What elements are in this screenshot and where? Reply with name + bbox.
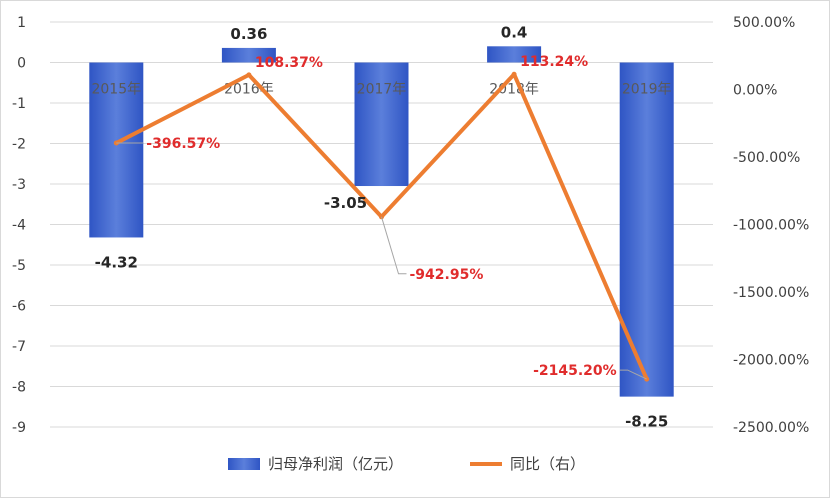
- leader-line: [381, 216, 407, 275]
- bar: [221, 47, 276, 63]
- bar-value-label: -8.25: [625, 413, 668, 431]
- right-tick-label: -1500.00%: [733, 285, 809, 301]
- left-tick-label: -9: [12, 420, 26, 436]
- category-label: 2015年: [91, 82, 141, 98]
- bar-value-label: -4.32: [95, 253, 138, 271]
- line-point: [511, 71, 517, 77]
- line-value-label: 113.24%: [520, 54, 588, 70]
- legend-swatch-bar: [228, 458, 260, 470]
- left-tick-label: -4: [12, 218, 26, 234]
- data-labels: -4.32 0.36 -3.05 0.4 -8.25 -396.57% 108.37% -94…: [95, 23, 669, 430]
- bar-series: [89, 46, 674, 397]
- bar-value-label: 0.36: [230, 25, 267, 43]
- bar-value-label: -3.05: [324, 194, 367, 212]
- right-tick-label: -500.00%: [733, 150, 800, 166]
- line-value-label: -2145.20%: [533, 363, 617, 379]
- legend: 归母净利润（亿元） 同比（右）: [228, 455, 585, 473]
- leader-line: [619, 369, 647, 380]
- left-tick-label: -6: [12, 299, 26, 315]
- left-tick-label: -7: [12, 339, 26, 355]
- bar: [487, 46, 542, 63]
- gridlines: [50, 21, 713, 428]
- category-label: 2017年: [357, 82, 407, 98]
- bar-value-label: 0.4: [501, 23, 528, 41]
- bar: [619, 62, 674, 397]
- right-axis: 500.00% 0.00% -500.00% -1000.00% -1500.00% -2…: [733, 15, 809, 436]
- left-tick-label: -3: [12, 177, 26, 193]
- right-tick-label: -2000.00%: [733, 353, 809, 369]
- right-tick-label: -2500.00%: [733, 420, 809, 436]
- right-tick-label: 500.00%: [733, 15, 795, 31]
- left-axis: 1 0 -1 -2 -3 -4 -5 -6 -7 -8 -9: [12, 15, 26, 436]
- category-label: 2019年: [622, 82, 672, 98]
- left-tick-label: -1: [12, 96, 26, 112]
- right-tick-label: 0.00%: [733, 83, 777, 99]
- legend-label-bar: 归母净利润（亿元）: [268, 455, 403, 473]
- legend-label-line: 同比（右）: [510, 455, 585, 473]
- bar: [354, 62, 409, 187]
- line-point: [246, 72, 252, 78]
- left-tick-label: 0: [17, 56, 26, 72]
- left-tick-label: -5: [12, 258, 26, 274]
- left-tick-label: 1: [17, 15, 26, 31]
- line-value-label: 108.37%: [255, 55, 323, 71]
- right-tick-label: -1000.00%: [733, 218, 809, 234]
- left-tick-label: -2: [12, 137, 26, 153]
- bar: [89, 62, 144, 238]
- left-tick-label: -8: [12, 380, 26, 396]
- line-value-label: -396.57%: [146, 136, 220, 152]
- line-value-label: -942.95%: [410, 267, 484, 283]
